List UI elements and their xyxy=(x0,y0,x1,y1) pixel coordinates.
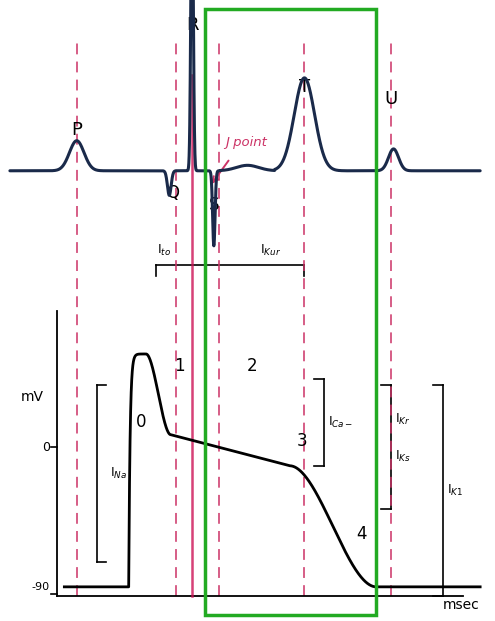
Text: P: P xyxy=(71,122,82,139)
Text: 0: 0 xyxy=(42,441,50,453)
Text: mV: mV xyxy=(21,391,44,404)
Text: I$_{K1}$: I$_{K1}$ xyxy=(447,483,463,498)
Text: 4: 4 xyxy=(356,525,367,543)
Text: -90: -90 xyxy=(32,582,50,592)
Text: T: T xyxy=(299,78,310,96)
Text: I$_{Ks}$: I$_{Ks}$ xyxy=(395,449,411,464)
Text: I$_{Kur}$: I$_{Kur}$ xyxy=(260,243,281,258)
Text: U: U xyxy=(385,91,397,108)
Text: Q: Q xyxy=(166,184,179,201)
Text: 2: 2 xyxy=(247,358,258,375)
Text: I$_{Ca-}$: I$_{Ca-}$ xyxy=(328,415,353,430)
Text: I$_{Na}$: I$_{Na}$ xyxy=(110,466,128,481)
Text: I$_{Kr}$: I$_{Kr}$ xyxy=(395,412,411,427)
Text: 3: 3 xyxy=(297,432,307,450)
Text: R: R xyxy=(186,16,198,34)
Bar xyxy=(205,9,376,615)
Text: msec: msec xyxy=(443,599,480,612)
Text: 1: 1 xyxy=(174,358,185,375)
Text: J point: J point xyxy=(225,137,267,149)
Text: I$_{to}$: I$_{to}$ xyxy=(157,243,171,258)
Text: 0: 0 xyxy=(136,414,147,431)
Text: S: S xyxy=(208,196,219,214)
